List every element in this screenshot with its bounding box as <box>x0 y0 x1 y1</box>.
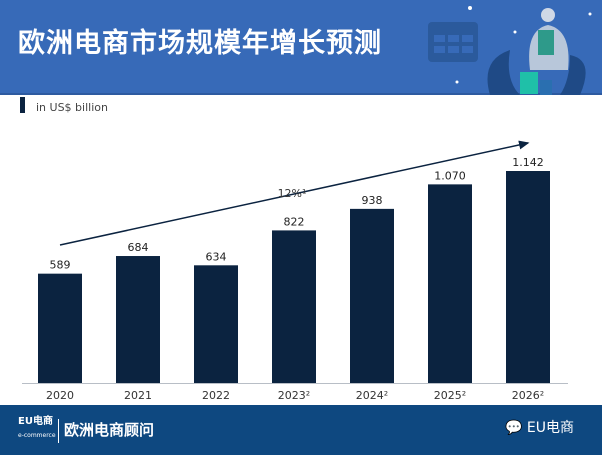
data-label: 1.142 <box>512 156 544 169</box>
data-label: 1.070 <box>434 169 466 182</box>
bar-chart: 589 2020 684 2021 634 2022 822 2023² 938 2024² 1.0… <box>22 140 568 402</box>
bar-2023² <box>272 230 316 383</box>
wechat-account[interactable]: 💬 EU电商 <box>505 420 574 437</box>
footer-logo-sub: e-commerce <box>18 432 56 439</box>
data-label: 589 <box>50 259 71 272</box>
footer-logo: EU电商 <box>18 416 53 427</box>
footer-brand: 欧洲电商顾问 <box>64 421 155 439</box>
x-tick-label: 2024² <box>356 389 388 402</box>
x-tick-label: 2022 <box>202 389 230 402</box>
growth-annotation: 12%¹ <box>278 187 307 200</box>
data-label: 634 <box>206 250 227 263</box>
data-label: 822 <box>284 215 305 228</box>
header-banner: 欧洲电商市场规模年增长预测 <box>0 0 602 95</box>
bar-2021 <box>116 256 160 383</box>
data-label: 938 <box>362 194 383 207</box>
data-label: 684 <box>128 241 149 254</box>
unit-label: in US$ billion <box>36 101 108 114</box>
bar-2025² <box>428 184 472 383</box>
bar-2020 <box>38 273 82 383</box>
x-tick-label: 2023² <box>278 389 310 402</box>
page-title: 欧洲电商市场规模年增长预测 <box>18 28 382 59</box>
wechat-label: EU电商 <box>526 420 574 436</box>
wechat-icon: 💬 <box>505 420 523 436</box>
footer-divider <box>58 419 59 443</box>
x-tick-label: 2020 <box>46 389 74 402</box>
bar-2026² <box>506 171 550 383</box>
shopping-illustration <box>428 6 592 95</box>
x-tick-label: 2025² <box>434 389 466 402</box>
footer: EU电商 e-commerce 欧洲电商顾问 💬 EU电商 <box>0 405 602 455</box>
unit-marker <box>20 97 25 113</box>
x-tick-label: 2021 <box>124 389 152 402</box>
growth-arrow <box>59 140 530 246</box>
x-tick-label: 2026² <box>512 389 544 402</box>
bar-2024² <box>350 208 394 383</box>
bar-2022 <box>194 265 238 383</box>
